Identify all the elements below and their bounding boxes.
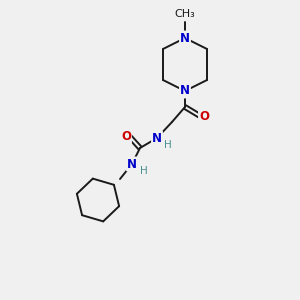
Text: O: O [121,130,131,143]
Text: N: N [152,131,162,145]
Text: CH₃: CH₃ [175,9,195,19]
Text: H: H [140,166,148,176]
Text: H: H [164,140,172,150]
Text: O: O [199,110,209,122]
Text: N: N [180,85,190,98]
Text: N: N [127,158,137,170]
Text: N: N [180,32,190,44]
